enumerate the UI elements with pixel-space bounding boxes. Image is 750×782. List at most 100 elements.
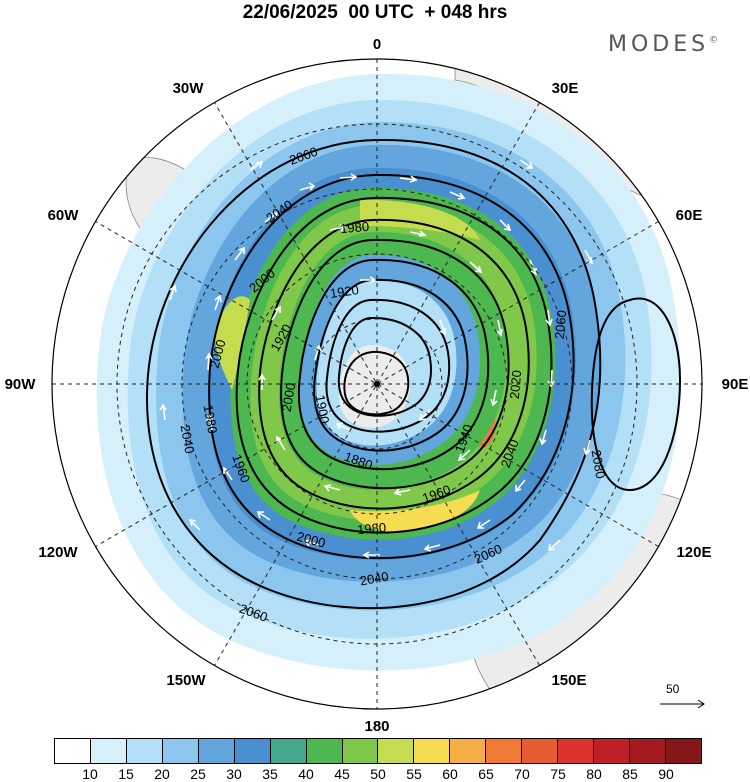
colorbar-swatch [162,739,199,763]
lon-label-120e: 120E [676,544,711,561]
contour-label: 1920 [329,282,360,301]
lon-label-150w: 150W [166,672,206,689]
colorbar-swatch [90,739,127,763]
wind-arrow [360,276,377,284]
colorbar-ticks: 10 15 20 25 30 35 40 45 50 55 60 65 70 75 80 85 90 [54,766,702,782]
contour-label: 1980 [201,404,221,435]
wind-arrow [206,413,214,431]
wind-arrow [548,539,561,551]
contour-label: 2000 [207,338,229,370]
colorbar-swatch [450,739,487,763]
colorbar-tick-label: 80 [586,766,602,782]
colorbar-tick-label: 10 [82,766,98,782]
lon-label-60w: 60W [48,207,80,224]
contour-1900 [337,316,432,417]
colorbar-tick-label: 45 [334,766,350,782]
colorbar-swatch [198,739,235,763]
wind-arrow [469,261,483,274]
wind-arrow [409,230,427,237]
contour-label: 1980 [357,520,387,537]
geopotential-contours [146,138,682,610]
colorbar-tick-label: 65 [478,766,494,782]
colorbar-swatch [234,739,271,763]
lon-label-30w: 30W [173,80,205,97]
brand-logo: MODES© [608,32,718,57]
wind-arrow [264,211,279,223]
contour-2040 [208,173,575,560]
colorbar-tick-label: 75 [550,766,566,782]
wind-arrow [234,246,245,261]
lon-label-150e: 150E [551,672,586,689]
south-pole-marker [374,381,380,387]
colorbar-swatch [630,739,666,763]
contour-2080-high [590,297,682,492]
colorbar-swatch [558,739,595,763]
map-disc: 2060 2040 1980 2000 1920 1920 2000 2000 … [52,59,702,709]
lon-label-0: 0 [373,36,381,53]
wind-arrow [329,224,347,232]
wind-arrow [188,518,201,531]
contour-2020 [235,196,553,534]
wind-jet-core-b [214,296,250,390]
wind-arrow [515,479,526,493]
wind-arrow [583,439,591,456]
colorbar-swatch [306,739,343,763]
wind-arrow [545,309,553,327]
colorbar-swatch [665,739,701,763]
lon-label-90e: 90E [722,376,749,393]
wind-arrow [399,175,418,183]
contour-2000 [258,218,530,510]
contour-label: 2080 [589,449,609,480]
colorbar-tick-label: 90 [658,766,674,782]
contour-label: 2060 [552,310,569,340]
wind-arrow [303,539,321,547]
wind-arrow [205,352,213,371]
lon-label-30e: 30E [552,80,579,97]
wind-arrow [299,182,316,191]
colorbar-swatch [270,739,307,763]
map-boundary [51,58,703,710]
colorbar-swatch [378,739,415,763]
wind-arrow [499,219,512,232]
wind-arrow [439,319,446,336]
wind-arrow [271,305,281,321]
contour-1940 [313,278,469,452]
brand-name: MODES [608,32,710,57]
colorbar-swatch [342,739,379,763]
contour-2060 [146,138,602,610]
colorbar-tick-label: 20 [154,766,170,782]
wind-arrow [169,284,177,301]
colorbar-tick-label: 35 [262,766,278,782]
wind-arrow [423,544,441,552]
colorbar-tick-label: 55 [406,766,422,782]
colorbar-tick-label: 60 [442,766,458,782]
lon-label-120w: 120W [38,544,78,561]
contour-label: 1900 [313,394,333,425]
contour-label: 2040 [178,424,198,455]
colorbar-tick-label: 40 [298,766,314,782]
wind-arrow [249,160,264,171]
wind-arrow [159,403,167,421]
lon-label-60e: 60E [676,207,703,224]
wind-arrow [519,159,534,169]
wind-arrow [539,429,547,446]
wind-arrow [476,519,491,529]
lon-label-180: 180 [364,718,389,735]
wind-inner-10 [338,344,411,428]
wind-arrow [276,435,286,451]
wind-arrow [339,173,358,181]
contour-label: 1980 [340,219,370,236]
colorbar-tick-label: 50 [370,766,386,782]
wind-arrow [214,294,222,311]
contour-label: 2000 [279,382,299,413]
colorbar-tick-label: 70 [514,766,530,782]
contour-1980 [280,238,510,490]
colorbar-tick-label: 85 [622,766,638,782]
wind-arrow [457,449,471,462]
wind-jet-core-c [350,490,480,532]
colorbar-swatch [126,739,163,763]
wind-arrow [258,373,266,390]
colorbar-swatch [414,739,451,763]
contour-label: 2000 [295,529,327,551]
